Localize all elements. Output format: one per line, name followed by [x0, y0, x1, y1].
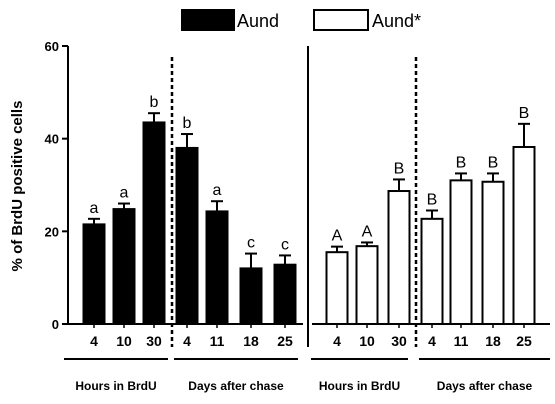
bar-0-1-2 — [239, 267, 263, 325]
significance-letter-0-1-1: a — [213, 182, 222, 199]
x-tick-label-1-0-2: 30 — [391, 333, 407, 349]
x-tick-label-1-0-1: 10 — [359, 333, 375, 349]
chart-marks: a a b b a c c A A B B B B B — [82, 94, 536, 326]
bar-0-1-1 — [205, 210, 229, 325]
legend-label-0: Aund — [237, 11, 279, 31]
x-tick-label-0-1-2: 18 — [243, 333, 259, 349]
legend-label-1: Aund* — [372, 11, 421, 31]
x-tick-label-1-0-0: 4 — [333, 333, 341, 349]
bar-1-0-0 — [325, 251, 349, 325]
significance-letter-0-1-3: c — [281, 236, 289, 253]
significance-letter-1-0-1: A — [362, 223, 373, 240]
x-tick-label-0-1-1: 11 — [210, 333, 225, 349]
significance-letter-1-1-1: B — [456, 154, 467, 171]
group-label-1-0: Hours in BrdU — [319, 379, 400, 393]
y-axis-label: % of BrdU positive cells — [9, 101, 26, 272]
y-tick-label-60: 60 — [45, 39, 59, 54]
significance-letter-1-0-0: A — [332, 228, 343, 245]
bar-0-1-3 — [273, 263, 297, 325]
bar-1-1-0 — [420, 217, 444, 325]
group-label-1-1: Days after chase — [437, 379, 533, 393]
x-tick-label-1-1-2: 18 — [485, 333, 501, 349]
x-tick-label-0-1-3: 25 — [277, 333, 293, 349]
significance-letter-0-1-0: b — [183, 115, 192, 132]
y-tick-label-40: 40 — [45, 132, 59, 147]
bar-1-0-1 — [355, 245, 379, 325]
legend: Aund Aund* — [181, 9, 421, 31]
legend-swatch-1 — [313, 9, 369, 31]
x-tick-label-1-1-3: 25 — [516, 333, 532, 349]
significance-letter-0-1-2: c — [247, 235, 255, 252]
bar-0-1-0 — [175, 146, 199, 325]
legend-swatch-0 — [181, 9, 235, 31]
significance-letter-1-0-2: B — [394, 160, 405, 177]
x-tick-label-1-1-1: 11 — [454, 333, 469, 349]
x-tick-label-0-0-2: 30 — [146, 333, 162, 349]
axes: 0 20 40 60 4 10 30 Hours in BrdU 4 11 18 25 Days aft… — [45, 39, 550, 393]
x-tick-label-0-0-1: 10 — [116, 333, 132, 349]
significance-letter-1-1-0: B — [427, 191, 438, 208]
bar-0-0-1 — [112, 208, 136, 326]
significance-letter-1-1-2: B — [488, 154, 499, 171]
x-tick-label-0-0-0: 4 — [90, 333, 98, 349]
bar-1-0-2 — [387, 190, 411, 325]
bar-1-1-2 — [481, 180, 505, 325]
bar-0-0-2 — [142, 121, 166, 325]
significance-letter-0-0-2: b — [150, 94, 159, 111]
y-tick-label-20: 20 — [45, 224, 59, 239]
x-tick-label-0-1-0: 4 — [183, 333, 191, 349]
x-tick-label-1-1-0: 4 — [428, 333, 436, 349]
bar-0-0-0 — [82, 223, 106, 325]
significance-letter-0-0-1: a — [120, 185, 129, 202]
significance-letter-1-1-3: B — [519, 105, 530, 122]
y-tick-label-0: 0 — [52, 317, 59, 332]
group-label-0-1: Days after chase — [188, 379, 284, 393]
bar-1-1-1 — [449, 179, 473, 325]
significance-letter-0-0-0: a — [90, 200, 99, 217]
group-label-0-0: Hours in BrdU — [75, 379, 156, 393]
bar-1-1-3 — [512, 146, 536, 325]
